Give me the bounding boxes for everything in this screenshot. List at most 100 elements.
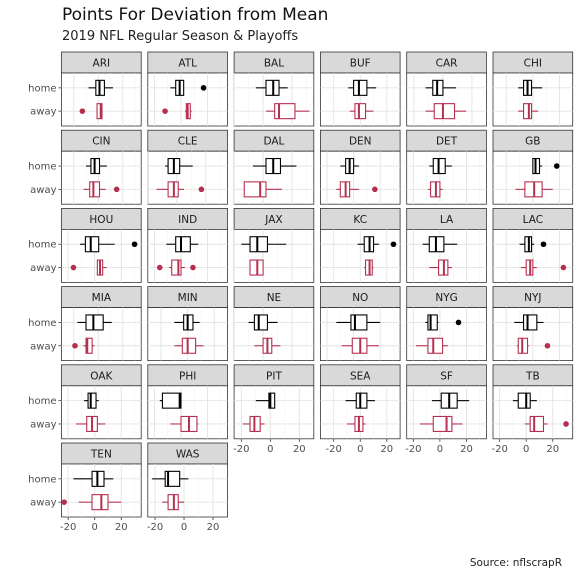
x-tick-label: 0 [92, 522, 98, 533]
facet-panel-min: MIN [147, 286, 228, 362]
y-tick-label: home [28, 83, 56, 94]
x-tick-label: 20 [460, 444, 473, 455]
box-dal-home [252, 157, 297, 175]
outlier-point [390, 241, 397, 248]
facet-panel-phi: PHI [147, 364, 228, 440]
box-hou-home [80, 236, 138, 253]
facet-label: BUF [350, 58, 371, 70]
outlier-point [113, 186, 120, 193]
x-tick-label: -20 [326, 444, 342, 455]
facet-label: OAK [90, 370, 113, 382]
box-ari-home [88, 79, 113, 96]
panel-background [233, 307, 315, 362]
box-mia-home [77, 314, 112, 331]
facet-panel-sf: SF -20 0 20 [405, 364, 487, 455]
x-tick-label: -20 [233, 444, 249, 455]
box-gb-home [532, 157, 560, 175]
box-iqr [350, 314, 368, 331]
box-iqr [249, 236, 268, 253]
box-sf-away [419, 415, 463, 433]
outlier-point [198, 186, 205, 193]
panel-background [61, 385, 142, 440]
facet-panel-kc: KC [319, 207, 401, 283]
outlier-point [190, 264, 196, 271]
facet-label: MIA [92, 292, 112, 304]
box-iqr [353, 79, 368, 96]
box-oak-home [84, 392, 99, 409]
box-chi-away [518, 103, 539, 120]
box-det-away [427, 181, 443, 198]
x-tick-label: 0 [357, 444, 363, 455]
box-oak-away [76, 415, 106, 433]
facet-label: NYG [435, 292, 457, 304]
facet-label: TEN [90, 449, 112, 461]
facet-panel-buf: BUF [319, 51, 401, 127]
x-tick-label: 0 [267, 444, 273, 455]
box-ten-away [61, 494, 122, 511]
facet-panel-den: DEN [319, 129, 401, 205]
y-tick-label: away [30, 263, 56, 274]
y-tick-label: home [28, 240, 56, 251]
box-lac-away [520, 259, 567, 276]
facet-label: JAX [264, 214, 282, 226]
y-tick-label: home [28, 162, 56, 173]
panel-background [147, 463, 228, 518]
facet-label: LA [440, 214, 454, 226]
box-jax-away [249, 259, 264, 276]
facet-label: CIN [92, 136, 110, 148]
facet-panel-det: DET [406, 129, 487, 205]
facet-label: MIN [178, 292, 198, 304]
x-tick-label: 0 [523, 444, 529, 455]
facet-label: PHI [179, 370, 196, 382]
box-ind-away [156, 259, 196, 276]
outlier-point [131, 241, 138, 248]
box-atl-home [170, 79, 207, 96]
box-no-home [336, 314, 381, 331]
facet-label: BAL [264, 58, 284, 70]
box-dal-away [243, 181, 282, 198]
y-tick-label: away [30, 498, 56, 509]
facet-label: CHI [524, 58, 542, 70]
box-iqr [523, 103, 533, 120]
chart-subtitle: 2019 NFL Regular Season & Playoffs [62, 29, 299, 44]
panel-background [406, 150, 487, 205]
box-nyj-home [514, 314, 544, 331]
box-iqr [523, 314, 538, 331]
y-tick-label: home [28, 474, 56, 485]
box-phi-home [159, 392, 182, 409]
facet-panel-ne: NE [233, 286, 315, 362]
box-det-home [429, 157, 452, 175]
box-iqr [85, 314, 104, 331]
box-car-home [425, 79, 456, 96]
facet-panel-bal: BAL [233, 51, 315, 127]
panel-background [147, 150, 228, 205]
facet-label: SF [440, 370, 453, 382]
facet-panel-was: WAS -20 0 20 [147, 442, 228, 533]
outlier-point [79, 108, 86, 114]
chart-caption: Source: nflscrapR [469, 557, 562, 569]
y-tick-label: away [30, 107, 56, 118]
outlier-point [540, 241, 547, 248]
box-pit-away [242, 415, 265, 433]
box-gb-away [515, 181, 553, 198]
facet-panel-ten: TEN home away -20 0 20 [28, 442, 142, 533]
box-cin-away [83, 181, 120, 198]
box-bal-away [265, 103, 310, 120]
outlier-point [553, 163, 560, 169]
facet-panel-sea: SEA -20 0 20 [319, 364, 401, 455]
facet-label: TB [525, 370, 540, 382]
outlier-point [200, 85, 207, 91]
facet-panel-car: CAR [406, 51, 487, 127]
facet-panel-chi: CHI [492, 51, 574, 127]
panel-background [233, 228, 315, 283]
facet-label: NO [352, 292, 368, 304]
box-iqr [274, 103, 296, 120]
box-mia-away [72, 337, 95, 354]
y-tick-label: home [28, 396, 56, 407]
facet-label: LAC [523, 214, 543, 226]
facet-panel-nyj: NYJ [492, 286, 574, 362]
facet-panel-dal: DAL [233, 129, 315, 205]
box-iqr [171, 259, 182, 276]
facet-panel-lac: LAC [492, 207, 574, 283]
y-tick-label: away [30, 419, 56, 430]
